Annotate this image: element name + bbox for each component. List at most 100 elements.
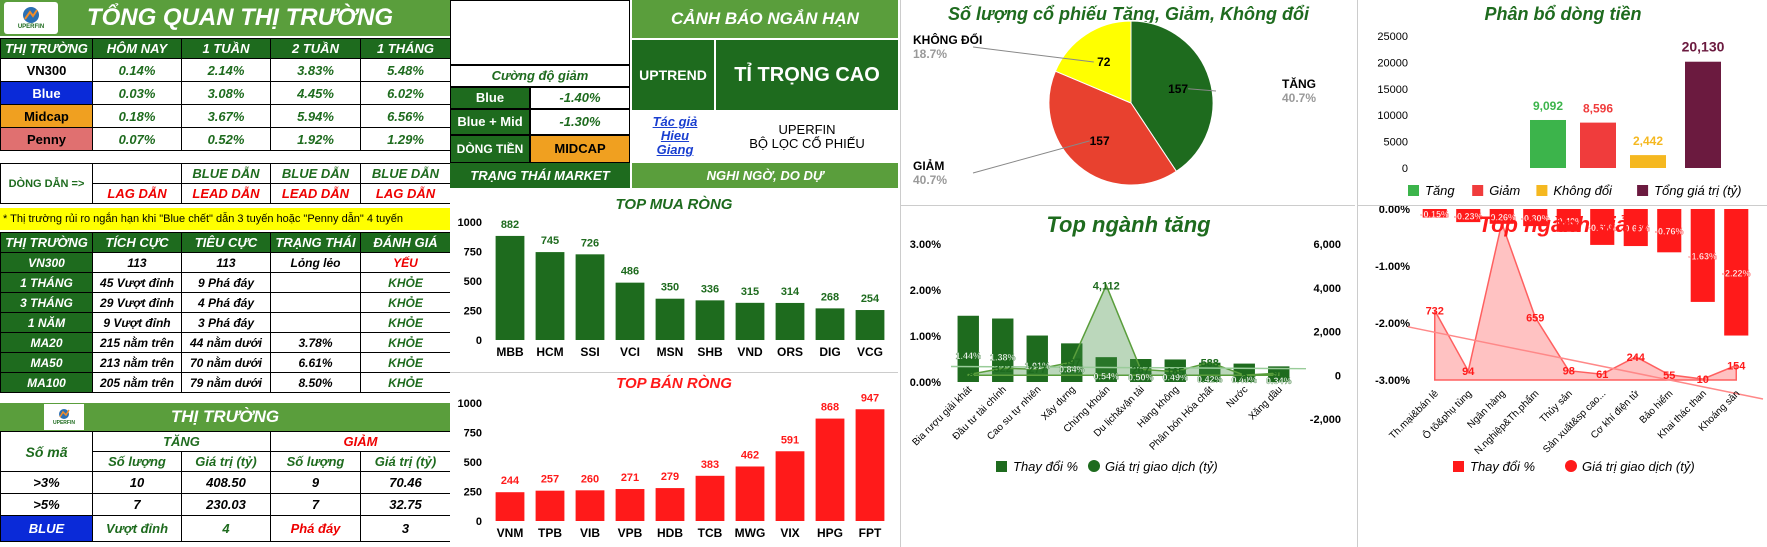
percent-label: 1.44% [955,351,981,361]
leader-label: DÒNG DẪN => [0,163,93,204]
increase-header: TĂNG [92,431,271,452]
author-link[interactable]: Tác giả Hieu Giang [645,115,705,157]
market-value-cell: 7 [92,493,182,516]
chart-title: Số lượng cổ phiếu Tăng, Giảm, Không đổi [948,4,1309,24]
legend-label: Giảm [1489,183,1520,198]
data-label: 486 [621,266,639,278]
cashflow-chart: Phân bổ dòng tiền 0 5000 10000 15000 20000 25… [1357,0,1767,205]
y-tick-label: 500 [464,457,482,469]
legend-marker [1565,460,1577,472]
data-label: 462 [741,449,759,461]
column-header: 1 THÁNG [360,38,450,59]
leader-line [972,140,1090,174]
percent-label: -0.30% [1521,214,1550,224]
breadth-cell: 3 Phá đáy [181,312,271,333]
bar [615,282,645,340]
percent-label: 1.38% [990,352,1016,362]
blue-mid-intensity-value: -1.30% [530,109,630,135]
y-tick-label: -1.00% [1375,261,1410,273]
sell-bar-plot: 0 250 500 750 1000 244 VNM 257 TPB 260 VIB 271 VPB 27… [458,392,885,540]
breadth-cell: MA100 [0,372,93,393]
bar [855,310,885,340]
legend-label: Thay đổi % [1470,459,1535,474]
breadth-cell: KHỎE [360,372,450,393]
legend-label: Thay đổi % [1013,459,1078,474]
overview-header: UPERFIN TỔNG QUAN THỊ TRƯỜNG [0,0,450,36]
data-label: 254 [861,293,880,305]
bar [695,300,725,340]
chart-title: Top ngành tăng [1046,212,1211,237]
bar [735,466,765,521]
bar [957,315,979,382]
table-row: 1 THÁNG 45 Vượt đỉnh 9 Phá đáy KHỎE [0,272,450,293]
sub-header: Giá trị (tỷ) [181,451,271,472]
legend-label: Giá trị giao dịch (tỷ) [1105,459,1218,474]
data-label: 2,442 [1633,134,1663,148]
value-label: 154 [1727,360,1746,372]
breadth-pie-chart: Số lượng cổ phiếu Tăng, Giảm, Không đổi … [900,0,1355,205]
bar [1623,209,1648,247]
breadth-cell: 6.61% [270,352,361,373]
breadth-cell: 44 nằm dưới [181,332,271,353]
bar [1530,119,1566,168]
x-tick-label: HCM [536,345,563,359]
chart-title: TOP BÁN RÒNG [616,375,732,392]
y-tick-label: 0 [476,516,482,528]
brand-subtitle: BỘ LỌC CỔ PHIẾU [749,136,865,151]
breadth-cell: 1 NĂM [0,312,93,333]
bar [615,489,645,521]
legend-swatch [1408,185,1419,196]
chart-title: Phân bổ dòng tiền [1484,4,1642,24]
y-tick-label: 1000 [458,217,482,229]
column-header: TIÊU CỰC [181,232,271,253]
x-tick-label: ORS [777,345,803,359]
legend-label: Không đổi [1553,183,1613,198]
performance-cell: 4.45% [270,81,361,105]
column-header: ĐÁNH GIÁ [360,232,450,253]
table-row: Blue 0.03% 3.08% 4.45% 6.02% [0,81,450,105]
y2-tick-label: 2,000 [1313,327,1341,339]
y-tick-label: 750 [464,428,482,440]
x-tick-label: MBB [496,345,524,359]
market-value-cell: 7 [270,493,361,516]
data-label: 314 [781,286,800,298]
data-label: 260 [581,473,599,485]
percent-label: -0.15% [1420,209,1449,219]
decrease-header: GIẢM [269,431,450,452]
data-label: 315 [741,286,759,298]
breakdown-label: Phá đáy [270,515,361,542]
leader-bottom-cell: LEAD DẪN [181,183,271,204]
breadth-cell: KHỎE [360,332,450,353]
breadth-cell: 8.50% [270,372,361,393]
table-row: >5% 7 230.03 7 32.75 [0,493,450,516]
breadth-cell: 215 nằm trên [92,332,182,353]
performance-cell: 3.83% [270,58,361,82]
y-tick-label: 5000 [1384,137,1408,149]
value-label: 5 [1241,370,1247,382]
data-label: 383 [701,459,719,471]
performance-cell: 0.14% [92,58,182,82]
legend-swatch [1453,461,1464,472]
sector-down-plot: 0.00%-1.00%-2.00%-3.00%-0.15%732Th.mại&b… [1375,206,1764,474]
performance-cell: 0.52% [181,127,271,151]
value-label: 267 [1132,364,1150,376]
bar [575,254,605,340]
table-row: >3% 10 408.50 9 70.46 [0,471,450,494]
brand-name: UPERFIN [778,122,836,137]
x-tick-label: SHB [697,345,723,359]
leader-bottom-cell: LAG DẪN [360,183,450,204]
breadth-cell: 205 nằm trên [92,372,182,393]
value-label: 322 [994,363,1012,375]
x-tick-label: MSN [657,345,684,359]
bar [1630,155,1666,168]
sub-header: Số lượng [92,451,182,472]
percent-label: 0.50% [1128,373,1154,383]
performance-cell: 1.92% [270,127,361,151]
market-value-cell: 230.03 [181,493,271,516]
brand-block: UPERFIN BỘ LỌC CỔ PHIẾU [716,123,898,151]
x-tick-label: DIG [819,345,840,359]
breadth-cell: 79 nằm dưới [181,372,271,393]
leader-top-cell: BLUE DẪN [270,163,361,184]
leader-line [972,46,1094,63]
bar [1657,209,1682,253]
